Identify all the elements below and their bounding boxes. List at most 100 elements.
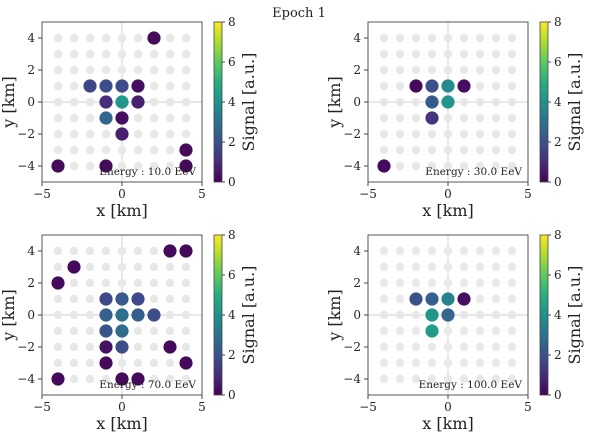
grid-station-marker xyxy=(443,145,453,155)
y-axis-label: y [km] xyxy=(0,76,18,128)
grid-station-marker xyxy=(395,81,405,91)
grid-station-marker xyxy=(133,262,143,272)
grid-station-marker xyxy=(85,49,95,59)
colorbar-tick-label: 4 xyxy=(554,308,562,322)
grid-station-marker xyxy=(53,129,63,139)
grid-station-marker xyxy=(149,262,159,272)
grid-station-marker xyxy=(379,294,389,304)
colorbar-tick-label: 4 xyxy=(228,308,236,322)
y-tick-label: −4 xyxy=(17,159,35,173)
grid-station-marker xyxy=(133,326,143,336)
grid-station-marker xyxy=(181,262,191,272)
grid-station-marker xyxy=(427,33,437,43)
grid-station-marker xyxy=(491,145,501,155)
colorbar xyxy=(539,234,549,396)
grid-station-marker xyxy=(149,129,159,139)
grid-station-marker xyxy=(133,145,143,155)
grid-station-marker xyxy=(491,358,501,368)
colorbar-tick-label: 8 xyxy=(554,228,562,242)
grid-station-marker xyxy=(475,129,485,139)
grid-station-marker xyxy=(491,113,501,123)
y-tick-label: 2 xyxy=(27,63,35,77)
grid-station-marker xyxy=(181,81,191,91)
grid-station-marker xyxy=(507,145,517,155)
signal-point xyxy=(115,324,129,338)
colorbar xyxy=(539,21,549,183)
grid-station-marker xyxy=(85,374,95,384)
grid-station-marker xyxy=(507,97,517,107)
grid-station-marker xyxy=(491,278,501,288)
x-axis-label: x [km] xyxy=(96,414,147,433)
y-tick-label: −2 xyxy=(343,340,361,354)
grid-station-marker xyxy=(491,246,501,256)
y-tick-label: −2 xyxy=(343,127,361,141)
grid-station-marker xyxy=(443,342,453,352)
grid-station-marker xyxy=(85,65,95,75)
y-tick-label: 4 xyxy=(27,244,35,258)
x-tick-label: 0 xyxy=(118,400,126,414)
grid-station-marker xyxy=(491,81,501,91)
grid-station-marker xyxy=(117,246,127,256)
grid-station-marker xyxy=(53,358,63,368)
signal-point xyxy=(425,79,439,93)
grid-station-marker xyxy=(133,342,143,352)
grid-station-marker xyxy=(443,358,453,368)
figure-title: Epoch 1 xyxy=(272,6,326,21)
grid-station-marker xyxy=(69,65,79,75)
grid-station-marker xyxy=(443,113,453,123)
x-tick-label: 5 xyxy=(198,187,206,201)
grid-station-marker xyxy=(395,97,405,107)
signal-point xyxy=(377,159,391,173)
grid-station-marker xyxy=(427,262,437,272)
grid-station-marker xyxy=(475,278,485,288)
signal-point xyxy=(457,292,471,306)
signal-point xyxy=(163,340,177,354)
grid-station-marker xyxy=(507,65,517,75)
grid-station-marker xyxy=(149,246,159,256)
grid-station-marker xyxy=(443,374,453,384)
y-axis-label: y [km] xyxy=(0,289,18,341)
grid-station-marker xyxy=(491,294,501,304)
y-tick-label: −2 xyxy=(17,127,35,141)
x-tick-label: −5 xyxy=(359,400,377,414)
grid-station-marker xyxy=(507,278,517,288)
y-tick-label: 4 xyxy=(27,31,35,45)
grid-station-marker xyxy=(475,326,485,336)
signal-point xyxy=(99,111,113,125)
grid-station-marker xyxy=(85,113,95,123)
grid-station-marker xyxy=(69,374,79,384)
colorbar-tick-label: 2 xyxy=(228,135,236,149)
grid-station-marker xyxy=(101,246,111,256)
signal-point xyxy=(115,127,129,141)
grid-station-marker xyxy=(459,326,469,336)
grid-station-marker xyxy=(411,161,421,171)
grid-station-marker xyxy=(475,310,485,320)
x-tick-label: −5 xyxy=(33,187,51,201)
grid-station-marker xyxy=(411,145,421,155)
grid-station-marker xyxy=(507,358,517,368)
signal-point xyxy=(99,79,113,93)
grid-station-marker xyxy=(395,262,405,272)
grid-station-marker xyxy=(443,326,453,336)
grid-station-marker xyxy=(149,81,159,91)
grid-station-marker xyxy=(133,161,143,171)
grid-station-marker xyxy=(69,278,79,288)
grid-station-marker xyxy=(411,97,421,107)
grid-station-marker xyxy=(53,262,63,272)
signal-point xyxy=(425,292,439,306)
grid-station-marker xyxy=(69,33,79,43)
grid-station-marker xyxy=(379,278,389,288)
signal-point xyxy=(179,159,193,173)
grid-station-marker xyxy=(459,310,469,320)
grid-station-marker xyxy=(165,161,175,171)
grid-station-marker xyxy=(475,374,485,384)
grid-station-marker xyxy=(475,65,485,75)
grid-station-marker xyxy=(491,161,501,171)
grid-station-marker xyxy=(117,145,127,155)
grid-station-marker xyxy=(181,342,191,352)
grid-station-marker xyxy=(379,374,389,384)
energy-annotation: Energy : 30.0 EeV xyxy=(425,166,522,178)
signal-point xyxy=(99,159,113,173)
grid-station-marker xyxy=(379,81,389,91)
signal-point xyxy=(131,95,145,109)
